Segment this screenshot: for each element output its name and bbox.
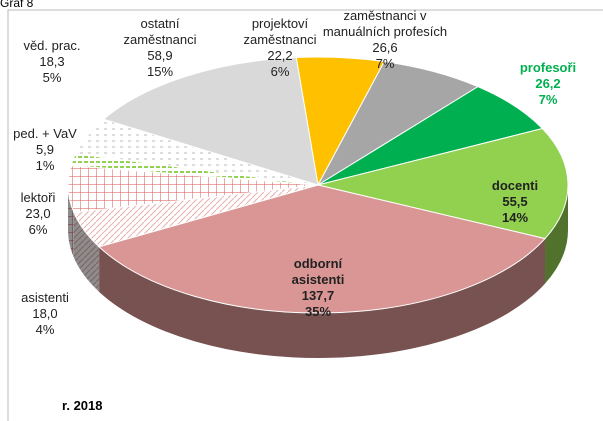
value-label: 58,9 <box>147 48 173 63</box>
percent-label: 15% <box>146 64 174 79</box>
value-label: 18,0 <box>32 306 58 321</box>
value-label: 23,0 <box>25 206 51 221</box>
value-label: 55,5 <box>502 194 528 209</box>
slice-label: ostatní zaměstnanci 58,9 15% <box>110 16 210 80</box>
category-label: lektoři <box>20 190 56 205</box>
value-label: 137,7 <box>301 288 335 303</box>
slice-side <box>99 238 546 358</box>
slice <box>316 61 480 187</box>
slice-label: zaměstnanci v manuálních profesích 26,6 7% <box>320 8 450 72</box>
slice-label: asistenti 18,0 4% <box>10 290 80 338</box>
slice-label: profesoři 26,2 7% <box>518 60 578 108</box>
category-label: docenti <box>491 178 539 193</box>
slice <box>102 56 319 186</box>
value-label: 26,6 <box>372 40 398 55</box>
slice-label: ped. + VaV 5,9 1% <box>5 126 85 174</box>
category-label: ped. + VaV <box>13 126 77 141</box>
category-label: odborní asistenti <box>291 256 345 287</box>
pie <box>67 56 569 358</box>
percent-label: 7% <box>538 92 558 107</box>
slice-label: odborní asistenti 137,7 35% <box>278 256 358 320</box>
slice <box>98 184 546 314</box>
slice-side <box>68 185 74 258</box>
value-label: 18,3 <box>39 54 65 69</box>
slice-side <box>73 212 100 292</box>
percent-label: 7% <box>375 56 395 71</box>
slice-label: lektoři 23,0 6% <box>8 190 68 238</box>
category-label: zaměstnanci v manuálních profesích <box>322 8 448 39</box>
category-label: ostatní zaměstnanci <box>123 16 197 47</box>
chart-title: Graf 8 <box>0 0 34 10</box>
category-label: asistenti <box>21 290 69 305</box>
category-label: profesoři <box>519 60 577 75</box>
slice-label: projektoví zaměstnanci 22,2 6% <box>235 16 325 80</box>
slice-label: docenti 55,5 14% <box>480 178 550 226</box>
percent-label: 35% <box>304 304 332 319</box>
value-label: 22,2 <box>267 48 293 63</box>
percent-label: 4% <box>35 322 55 337</box>
percent-label: 6% <box>28 222 48 237</box>
percent-label: 1% <box>35 158 55 173</box>
category-label: projektoví zaměstnanci <box>243 16 317 47</box>
percent-label: 6% <box>270 64 290 79</box>
slice-side <box>545 185 568 284</box>
slice <box>317 127 569 240</box>
category-label: věd. prac. <box>23 38 81 53</box>
chart-subtitle: r. 2018 <box>62 398 103 413</box>
percent-label: 14% <box>501 210 529 225</box>
percent-label: 5% <box>42 70 62 85</box>
slice-label: věd. prac. 18,3 5% <box>7 38 97 86</box>
value-label: 26,2 <box>535 76 561 91</box>
value-label: 5,9 <box>35 142 55 157</box>
frame <box>7 9 603 421</box>
